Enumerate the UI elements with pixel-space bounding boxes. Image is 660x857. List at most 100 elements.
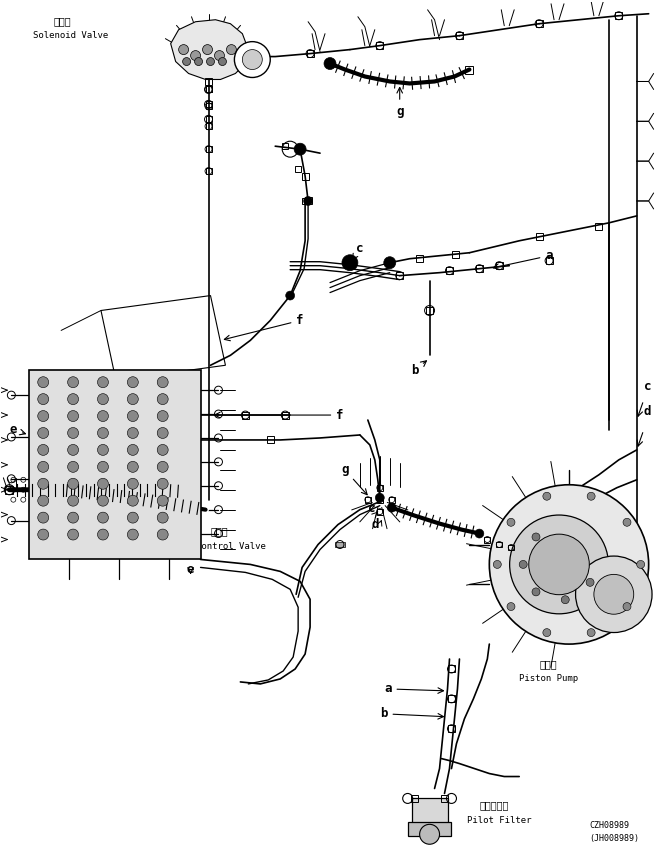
Bar: [205, 117, 211, 123]
Circle shape: [98, 495, 108, 506]
Circle shape: [342, 255, 358, 271]
Circle shape: [510, 515, 609, 614]
Text: e: e: [187, 563, 194, 576]
Circle shape: [67, 512, 79, 523]
Circle shape: [127, 428, 139, 439]
Bar: [335, 542, 345, 547]
Bar: [546, 257, 552, 264]
Circle shape: [475, 529, 484, 538]
Circle shape: [586, 578, 594, 586]
Text: 柱塞泵: 柱塞泵: [539, 659, 557, 669]
Bar: [465, 65, 473, 74]
Text: b: b: [411, 361, 426, 377]
Circle shape: [127, 377, 139, 387]
Text: 先导滤清器: 先导滤清器: [479, 800, 509, 811]
Bar: [496, 542, 502, 548]
Circle shape: [67, 461, 79, 472]
Bar: [205, 104, 211, 110]
Bar: [412, 799, 447, 829]
Circle shape: [183, 57, 191, 65]
Bar: [448, 695, 455, 703]
Circle shape: [98, 461, 108, 472]
Circle shape: [98, 529, 108, 540]
Circle shape: [294, 143, 306, 155]
Bar: [496, 262, 503, 269]
Text: Piston Pump: Piston Pump: [519, 674, 578, 683]
Circle shape: [286, 291, 294, 300]
Circle shape: [218, 57, 226, 65]
Circle shape: [157, 461, 168, 472]
Bar: [536, 233, 543, 240]
Circle shape: [127, 461, 139, 472]
Circle shape: [191, 51, 201, 61]
Circle shape: [532, 533, 540, 541]
Circle shape: [38, 495, 49, 506]
Text: c: c: [352, 243, 364, 261]
Circle shape: [157, 529, 168, 540]
Circle shape: [98, 377, 108, 387]
Circle shape: [587, 492, 595, 500]
Circle shape: [376, 494, 384, 502]
Circle shape: [157, 411, 168, 422]
Circle shape: [38, 411, 49, 422]
Bar: [302, 198, 308, 204]
Circle shape: [519, 560, 527, 568]
Bar: [448, 666, 455, 673]
Bar: [205, 168, 211, 174]
Text: g: g: [396, 87, 403, 118]
Circle shape: [98, 478, 108, 489]
Circle shape: [576, 556, 652, 632]
Circle shape: [67, 393, 79, 405]
Circle shape: [493, 560, 502, 568]
Circle shape: [127, 495, 139, 506]
Circle shape: [67, 529, 79, 540]
Circle shape: [67, 478, 79, 489]
Text: b: b: [380, 707, 444, 720]
Circle shape: [234, 42, 270, 77]
Circle shape: [157, 428, 168, 439]
Bar: [441, 795, 448, 802]
Circle shape: [67, 445, 79, 455]
Circle shape: [226, 45, 236, 55]
Circle shape: [98, 445, 108, 455]
Circle shape: [98, 393, 108, 405]
Circle shape: [543, 492, 551, 500]
Bar: [305, 197, 312, 205]
Bar: [536, 21, 543, 27]
Bar: [446, 267, 453, 274]
Circle shape: [67, 495, 79, 506]
Text: f: f: [224, 314, 304, 341]
Circle shape: [203, 45, 213, 55]
Bar: [484, 536, 490, 542]
Bar: [408, 823, 451, 836]
Bar: [205, 87, 211, 93]
Circle shape: [507, 602, 515, 610]
Circle shape: [127, 478, 139, 489]
Circle shape: [127, 411, 139, 422]
Bar: [476, 265, 483, 273]
Text: a: a: [384, 682, 444, 695]
Circle shape: [98, 428, 108, 439]
Text: 控制阀: 控制阀: [211, 526, 228, 536]
Bar: [452, 251, 459, 258]
Bar: [282, 143, 288, 149]
Circle shape: [38, 461, 49, 472]
Circle shape: [623, 518, 631, 526]
Circle shape: [157, 478, 168, 489]
Circle shape: [304, 196, 313, 206]
Circle shape: [98, 411, 108, 422]
Bar: [508, 544, 514, 550]
Circle shape: [38, 445, 49, 455]
Bar: [282, 411, 288, 418]
Circle shape: [98, 512, 108, 523]
Bar: [205, 147, 211, 153]
Text: f: f: [214, 409, 344, 422]
Bar: [242, 411, 249, 418]
Circle shape: [507, 518, 515, 526]
Text: g: g: [341, 464, 367, 494]
Bar: [267, 436, 274, 443]
Bar: [595, 224, 603, 231]
Text: Pilot Filter: Pilot Filter: [467, 817, 532, 825]
Circle shape: [532, 588, 540, 596]
Circle shape: [594, 574, 634, 614]
